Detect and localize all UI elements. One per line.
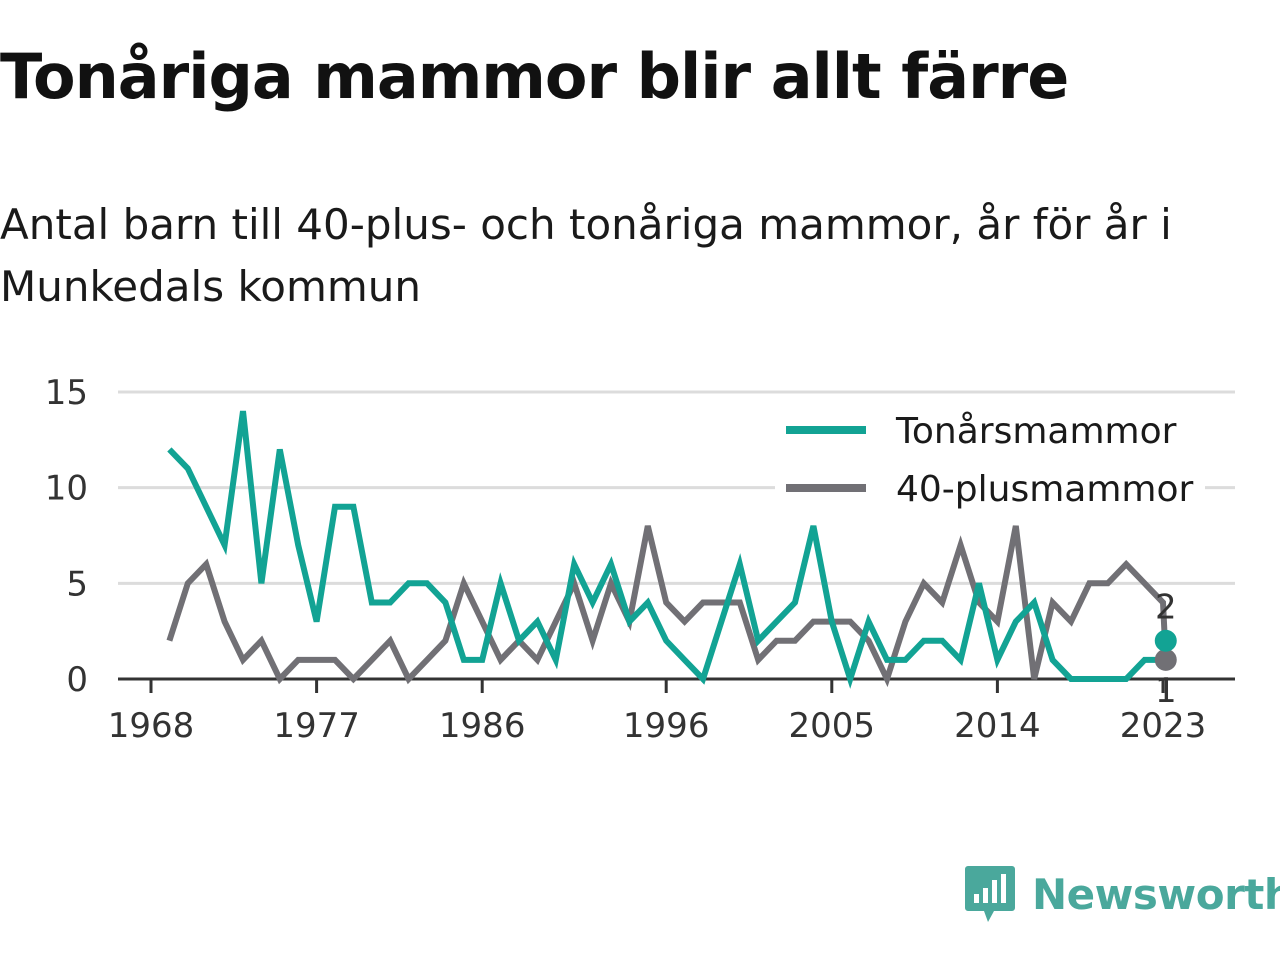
x-tick-label: 1986 xyxy=(439,706,526,746)
legend: Tonårsmammor 40-plusmammor xyxy=(775,405,1205,525)
y-tick-label: 5 xyxy=(66,564,88,604)
end-label-tonarsmammor: 2 xyxy=(1155,588,1177,628)
end-marker-tonarsmammor xyxy=(1154,629,1177,652)
x-tick-label: 1968 xyxy=(108,706,195,746)
chart-subtitle: Antal barn till 40-plus- och tonåriga ma… xyxy=(0,200,1172,311)
y-tick-label: 10 xyxy=(45,469,88,509)
y-axis-tick-labels: 0 5 10 15 xyxy=(45,373,88,700)
series-lines xyxy=(166,410,1169,689)
x-tick-label: 1977 xyxy=(273,706,360,746)
x-tick-label: 2014 xyxy=(954,706,1041,746)
x-tick-label: 2005 xyxy=(789,706,876,746)
x-tick-label: 1996 xyxy=(623,706,710,746)
brand-logo: Newsworthy xyxy=(964,864,1280,924)
newsworthy-logo-icon xyxy=(965,866,1015,922)
series-line-tonarsmammor xyxy=(167,410,1169,689)
chart-title: Tonåriga mammor blir allt färre xyxy=(0,40,1069,113)
x-tick-label: 2023 xyxy=(1120,706,1207,746)
series-line-40-plusmammor xyxy=(166,525,1169,688)
x-axis: 1968 1977 1986 1996 2005 2014 2023 xyxy=(108,677,1235,746)
legend-background xyxy=(775,405,1205,525)
legend-label-40-plusmammor: 40-plusmammor xyxy=(896,469,1194,510)
brand-name: Newsworthy xyxy=(1032,869,1280,919)
end-label-40-plusmammor: 1 xyxy=(1155,671,1177,711)
legend-label-tonarsmammor: Tonårsmammor xyxy=(895,411,1177,452)
end-markers: 21 xyxy=(1154,588,1177,711)
end-marker-40-plusmammor xyxy=(1154,648,1177,671)
y-tick-label: 15 xyxy=(45,373,88,413)
y-tick-label: 0 xyxy=(66,660,88,700)
